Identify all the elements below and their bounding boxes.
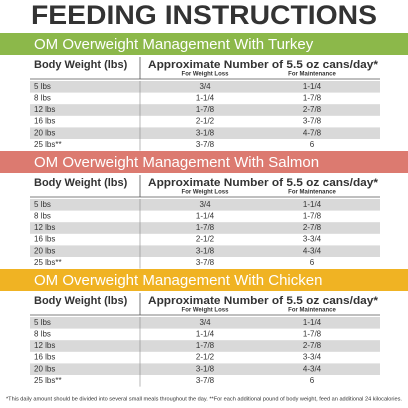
- maintenance-cell: 6: [310, 140, 315, 149]
- maintenance-cell: 4-3/4: [303, 246, 322, 255]
- weight-cell: 25 lbs**: [34, 376, 62, 385]
- row-stripe: [30, 245, 380, 257]
- weight-cell: 5 lbs: [34, 318, 51, 327]
- loss-cell: 1-7/8: [196, 105, 215, 114]
- row-stripe: [30, 222, 380, 234]
- maintenance-cell: 3-3/4: [303, 235, 322, 244]
- weight-cell: 8 lbs: [34, 94, 51, 103]
- loss-cell: 2-1/2: [196, 117, 215, 126]
- section-banner: [0, 33, 408, 55]
- weight-cell: 16 lbs: [34, 117, 55, 126]
- loss-cell: 1-1/4: [196, 212, 215, 221]
- loss-cell: 1-7/8: [196, 223, 215, 232]
- row-stripe: [30, 199, 380, 211]
- column-header: Approximate Number of 5.5 oz cans/day*: [148, 177, 379, 189]
- maintenance-cell: 1-1/4: [303, 200, 322, 209]
- weight-cell: 8 lbs: [34, 330, 51, 339]
- maintenance-cell: 1-1/4: [303, 318, 322, 327]
- loss-cell: 2-1/2: [196, 353, 215, 362]
- loss-cell: 1-1/4: [196, 94, 215, 103]
- column-header: Body Weight (lbs): [34, 295, 128, 307]
- weight-cell: 12 lbs: [34, 105, 55, 114]
- weight-cell: 16 lbs: [34, 235, 55, 244]
- section-banner: [0, 151, 408, 173]
- loss-cell: 3-7/8: [196, 258, 215, 267]
- loss-cell: 2-1/2: [196, 235, 215, 244]
- column-header: Body Weight (lbs): [34, 177, 128, 189]
- maintenance-cell: 1-1/4: [303, 82, 322, 91]
- weight-cell: 12 lbs: [34, 223, 55, 232]
- column-header: Approximate Number of 5.5 oz cans/day*: [148, 295, 379, 307]
- weight-cell: 12 lbs: [34, 341, 55, 350]
- maintenance-cell: 6: [310, 376, 315, 385]
- loss-cell: 3/4: [199, 82, 211, 91]
- row-stripe: [30, 81, 380, 93]
- maintenance-cell: 3-3/4: [303, 353, 322, 362]
- maintenance-cell: 1-7/8: [303, 330, 322, 339]
- maintenance-cell: 2-7/8: [303, 105, 322, 114]
- sub-header: For Maintenance: [288, 308, 336, 314]
- loss-cell: 1-1/4: [196, 330, 215, 339]
- weight-cell: 25 lbs**: [34, 258, 62, 267]
- weight-cell: 5 lbs: [34, 200, 51, 209]
- weight-cell: 20 lbs: [34, 246, 55, 255]
- sub-header: For Maintenance: [288, 190, 336, 196]
- loss-cell: 3-1/8: [196, 364, 215, 373]
- title: FEEDING INSTRUCTIONS: [31, 0, 377, 30]
- loss-cell: 3-1/8: [196, 128, 215, 137]
- section-heading: OM Overweight Management With Turkey: [34, 36, 314, 53]
- sub-header: For Weight Loss: [182, 72, 230, 78]
- maintenance-cell: 2-7/8: [303, 223, 322, 232]
- loss-cell: 3-1/8: [196, 246, 215, 255]
- row-stripe: [30, 104, 380, 116]
- row-stripe: [30, 317, 380, 329]
- sub-header: For Maintenance: [288, 72, 336, 78]
- column-header: Approximate Number of 5.5 oz cans/day*: [148, 59, 379, 71]
- loss-cell: 3-7/8: [196, 140, 215, 149]
- loss-cell: 3/4: [199, 200, 211, 209]
- row-stripe: [30, 363, 380, 375]
- weight-cell: 8 lbs: [34, 212, 51, 221]
- maintenance-cell: 3-7/8: [303, 117, 322, 126]
- section-heading: OM Overweight Management With Salmon: [34, 154, 319, 171]
- weight-cell: 25 lbs**: [34, 140, 62, 149]
- row-stripe: [30, 127, 380, 139]
- maintenance-cell: 1-7/8: [303, 94, 322, 103]
- loss-cell: 3/4: [199, 318, 211, 327]
- weight-cell: 20 lbs: [34, 128, 55, 137]
- maintenance-cell: 2-7/8: [303, 341, 322, 350]
- weight-cell: 16 lbs: [34, 353, 55, 362]
- loss-cell: 1-7/8: [196, 341, 215, 350]
- maintenance-cell: 6: [310, 258, 315, 267]
- loss-cell: 3-7/8: [196, 376, 215, 385]
- weight-cell: 20 lbs: [34, 364, 55, 373]
- maintenance-cell: 4-7/8: [303, 128, 322, 137]
- sub-header: For Weight Loss: [182, 190, 230, 196]
- sub-header: For Weight Loss: [182, 308, 230, 314]
- row-stripe: [30, 340, 380, 352]
- maintenance-cell: 4-3/4: [303, 364, 322, 373]
- weight-cell: 5 lbs: [34, 82, 51, 91]
- section-heading: OM Overweight Management With Chicken: [34, 272, 322, 289]
- section-banner: [0, 269, 408, 291]
- maintenance-cell: 1-7/8: [303, 212, 322, 221]
- footnote: *This daily amount should be divided int…: [6, 396, 402, 402]
- column-header: Body Weight (lbs): [34, 59, 128, 71]
